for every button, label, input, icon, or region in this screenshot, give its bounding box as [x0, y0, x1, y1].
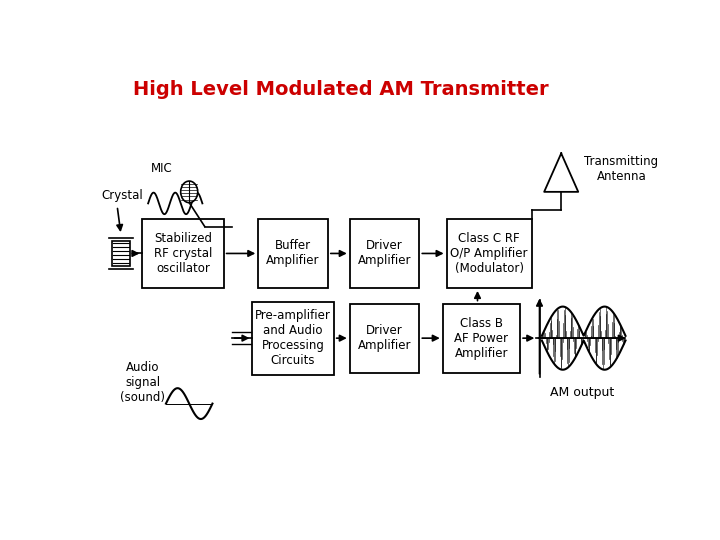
Bar: [143, 219, 224, 288]
Text: Class C RF
O/P Amplifier
(Modulator): Class C RF O/P Amplifier (Modulator): [451, 232, 528, 275]
Bar: [112, 241, 130, 266]
Text: MIC: MIC: [151, 162, 173, 175]
Text: High Level Modulated AM Transmitter: High Level Modulated AM Transmitter: [132, 80, 548, 99]
Bar: [446, 219, 532, 288]
Text: Buffer
Amplifier: Buffer Amplifier: [266, 239, 320, 267]
Bar: [253, 301, 334, 375]
Bar: [443, 303, 520, 373]
Text: Driver
Amplifier: Driver Amplifier: [358, 324, 411, 352]
Text: Stabilized
RF crystal
oscillator: Stabilized RF crystal oscillator: [154, 232, 212, 275]
Text: Transmitting
Antenna: Transmitting Antenna: [585, 155, 659, 183]
Bar: [258, 219, 328, 288]
Text: AM output: AM output: [550, 386, 614, 399]
Text: Driver
Amplifier: Driver Amplifier: [358, 239, 411, 267]
Ellipse shape: [181, 181, 198, 202]
Bar: [350, 219, 419, 288]
Text: Audio
signal
(sound): Audio signal (sound): [120, 361, 165, 404]
Text: Pre-amplifier
and Audio
Processing
Circuits: Pre-amplifier and Audio Processing Circu…: [255, 309, 331, 367]
Bar: [350, 303, 419, 373]
Text: Class B
AF Power
Amplifier: Class B AF Power Amplifier: [454, 316, 508, 360]
Text: Crystal: Crystal: [102, 189, 143, 202]
